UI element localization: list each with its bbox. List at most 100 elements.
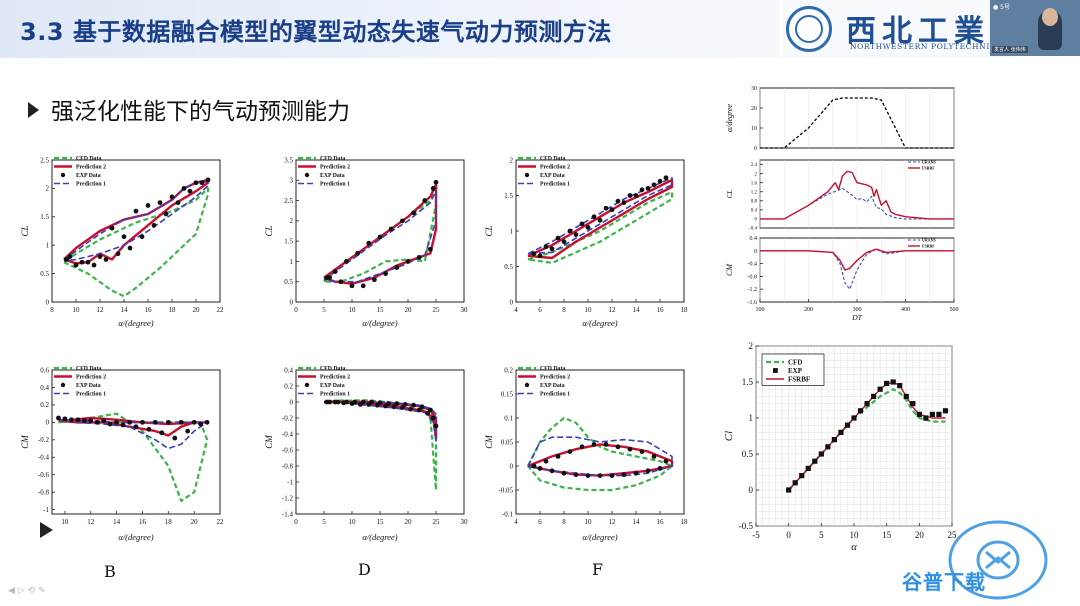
x-tick-label: 22 — [217, 518, 225, 526]
data-point — [663, 175, 669, 181]
data-point — [79, 259, 85, 265]
legend-marker — [524, 382, 530, 388]
y-tick-label: 0 — [754, 249, 757, 255]
plot-frame — [295, 369, 465, 515]
x-tick-label: 14 — [633, 518, 641, 526]
legend-label: EXP Data — [540, 383, 565, 389]
x-tick-label: 0 — [786, 530, 791, 540]
y-tick-label: 0 — [290, 298, 294, 306]
data-point — [597, 473, 603, 478]
data-point — [386, 401, 391, 406]
x-tick-label: 12 — [609, 306, 617, 314]
y-tick-label: 30 — [751, 86, 757, 92]
data-point — [825, 444, 831, 450]
legend-label: Prediction 2 — [320, 374, 350, 380]
y-tick-label: 2 — [510, 156, 514, 164]
x-tick-label: 14 — [113, 518, 121, 526]
x-tick-label: 16 — [657, 518, 665, 526]
series-line — [527, 190, 674, 264]
y-axis-label: CL — [726, 190, 734, 199]
data-point — [169, 194, 175, 200]
data-point — [621, 472, 627, 478]
legend-label: EXP — [788, 367, 803, 375]
playback-controls-icon[interactable]: ◀ ▷ ⟲ ✎ — [8, 586, 46, 596]
data-point — [645, 186, 651, 191]
x-axis-label: α — [851, 542, 857, 553]
video-tag: ● 5号 — [993, 4, 1010, 11]
y-tick-label: -0.8 — [282, 462, 294, 470]
y-tick-label: 0.4 — [751, 209, 758, 214]
data-point — [831, 437, 837, 443]
data-point — [651, 182, 657, 188]
chart-B-lift: 8 10 12 14 16 18 20 22 0 0.5 1 1.5 2 2.5 α/(degree) CL C… — [18, 152, 226, 330]
chart-svg: 0 5 10 15 20 25 30 -1.4 -1.2 -1 -0.8 -0.6 -0.4 -0.2 0 0… — [264, 366, 469, 542]
legend-label: CFD Data — [76, 366, 101, 372]
y-tick-label: -1.4 — [282, 510, 294, 518]
y-tick-label: 2 — [290, 217, 294, 225]
x-tick-label: 6 — [538, 306, 542, 314]
series-line — [527, 416, 674, 492]
watermark-logo-icon — [948, 520, 1048, 600]
data-point — [146, 426, 152, 432]
x-tick-label: 5 — [322, 306, 326, 314]
data-point — [388, 226, 394, 232]
data-point — [792, 480, 798, 486]
chart-alpha-vs-DT: 0 10 20 30 α/degree — [720, 84, 970, 154]
y-tick-label: 10 — [751, 126, 757, 132]
data-point — [120, 422, 126, 428]
data-point — [391, 404, 397, 410]
data-point — [428, 407, 433, 413]
speaker-head — [1042, 8, 1058, 26]
x-tick-label: 0 — [294, 306, 298, 314]
legend-marker — [60, 172, 66, 178]
y-tick-label: 0.4 — [284, 366, 293, 374]
data-point — [411, 402, 416, 408]
data-point — [181, 186, 187, 191]
y-tick-label: 2 — [749, 341, 754, 351]
data-point — [603, 205, 609, 211]
data-point — [327, 399, 332, 405]
x-tick-label: 25 — [433, 306, 441, 314]
y-tick-label: -1.2 — [282, 494, 294, 502]
x-tick-label: 10 — [349, 306, 357, 314]
y-tick-label: 0.8 — [751, 199, 758, 204]
data-point — [394, 401, 400, 406]
x-tick-label: 30 — [461, 518, 469, 526]
data-point — [377, 234, 383, 240]
data-point — [383, 271, 388, 276]
y-tick-label: 0 — [749, 485, 754, 495]
data-point — [579, 444, 585, 450]
speaker-video-thumbnail[interactable]: ● 5号 发言人 张伟伟 — [990, 0, 1080, 56]
data-point — [639, 187, 645, 193]
y-tick-label: 0 — [510, 462, 514, 470]
data-point — [818, 451, 824, 457]
y-tick-label: 2 — [755, 172, 758, 177]
x-axis-label: α/(degree) — [362, 532, 397, 542]
x-tick-label: 14 — [633, 306, 641, 314]
y-tick-label: 2.5 — [40, 156, 49, 164]
data-point — [127, 419, 132, 425]
data-point — [786, 487, 792, 493]
y-tick-label: 1.2 — [751, 190, 758, 195]
series-line — [58, 412, 209, 502]
legend-label: CFD — [788, 358, 802, 366]
x-axis-label: DT — [851, 313, 862, 322]
chart-D-lift: 0 5 10 15 20 25 30 0 0.5 1 1.5 2 2.5 3 3.5 α/(degree) CL… — [262, 152, 470, 330]
speaker-name: 发言人 张伟伟 — [992, 46, 1028, 53]
data-point — [657, 466, 663, 471]
data-point — [871, 393, 877, 399]
y-tick-label: -0.4 — [282, 430, 294, 438]
legend-label: FSRBF — [788, 375, 810, 383]
y-tick-label: -0.6 — [38, 471, 50, 479]
data-point — [327, 275, 332, 281]
data-point — [537, 253, 543, 259]
data-point — [185, 428, 191, 434]
data-point — [416, 254, 422, 260]
x-tick-label: -5 — [752, 530, 760, 540]
chart-svg: 4 6 8 10 12 14 16 18 0 0.5 1 1.5 2 α/(degree) CL CFD Da… — [484, 156, 688, 328]
data-point — [101, 418, 107, 424]
data-point — [609, 207, 615, 213]
data-point — [916, 411, 922, 417]
data-point — [591, 442, 597, 447]
play-icon[interactable] — [40, 522, 53, 538]
